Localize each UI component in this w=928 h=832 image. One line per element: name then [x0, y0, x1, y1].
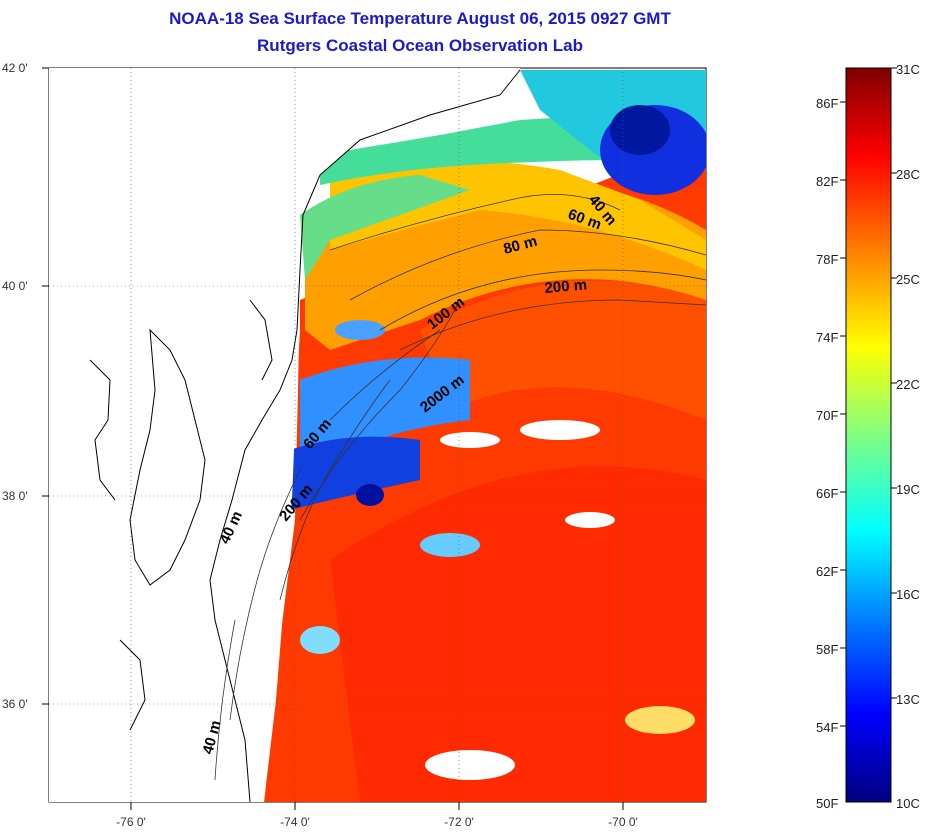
- colorbar-f-label: 70F: [816, 408, 839, 423]
- colorbar-f-label: 78F: [816, 252, 839, 267]
- colorbar-c-label: 16C: [896, 587, 920, 602]
- colorbar-f-label: 86F: [816, 96, 839, 111]
- lon-tick-label: -72 0': [444, 815, 474, 829]
- colorbar-f-label: 62F: [816, 564, 839, 579]
- colorbar-ticks: [840, 67, 897, 727]
- colorbar-f-label: 50F: [816, 796, 839, 811]
- coastline: [89, 69, 521, 803]
- lon-tick-label: -70 0': [608, 815, 638, 829]
- contour-label: 200 m: [544, 276, 588, 297]
- bathymetry-contours: [214, 193, 707, 781]
- colorbar-f-label: 82F: [816, 174, 839, 189]
- colorbar-f-label: 54F: [816, 720, 839, 735]
- colorbar-f-label: 66F: [816, 486, 839, 501]
- map-subtitle: Rutgers Coastal Ocean Observation Lab: [257, 36, 583, 55]
- colorbar-f-label: 74F: [816, 330, 839, 345]
- colorbar-f-label: 58F: [816, 642, 839, 657]
- tick-marks: [42, 67, 624, 810]
- lat-tick-label: 42 0': [2, 61, 28, 75]
- colorbar-c-label: 22C: [896, 377, 920, 392]
- sst-data-layer: [49, 68, 706, 802]
- lon-tick-label: -74 0': [280, 815, 310, 829]
- colorbar: [845, 67, 892, 803]
- colorbar-c-label: 13C: [896, 692, 920, 707]
- lat-tick-label: 40 0': [2, 279, 28, 293]
- colorbar-c-label: 31C: [896, 62, 920, 77]
- lon-tick-label: -76 0': [116, 815, 146, 829]
- lat-tick-label: 38 0': [2, 489, 28, 503]
- colorbar-c-label: 28C: [896, 167, 920, 182]
- graticule: [49, 68, 706, 802]
- map-title: NOAA-18 Sea Surface Temperature August 0…: [169, 9, 671, 28]
- colorbar-c-label: 19C: [896, 482, 920, 497]
- colorbar-c-label: 10C: [896, 796, 920, 811]
- colorbar-c-label: 25C: [896, 272, 920, 287]
- lat-tick-label: 36 0': [2, 697, 28, 711]
